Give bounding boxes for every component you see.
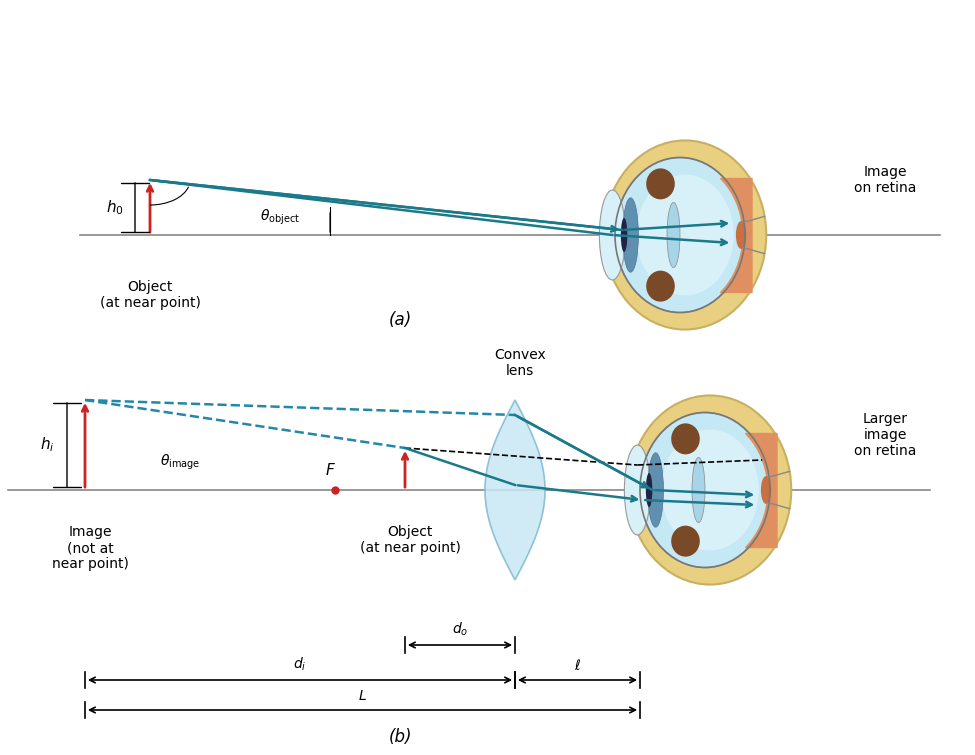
Ellipse shape xyxy=(645,473,652,507)
Ellipse shape xyxy=(646,168,675,199)
Ellipse shape xyxy=(736,221,746,249)
Text: $d_i$: $d_i$ xyxy=(293,655,307,673)
Ellipse shape xyxy=(629,396,792,584)
Text: $L$: $L$ xyxy=(358,689,367,703)
Text: Convex
lens: Convex lens xyxy=(494,348,546,378)
Ellipse shape xyxy=(760,476,771,504)
Ellipse shape xyxy=(661,430,759,550)
Ellipse shape xyxy=(646,270,675,302)
Text: Image
(not at
near point): Image (not at near point) xyxy=(52,525,129,572)
Text: (b): (b) xyxy=(388,728,411,746)
Text: $\ell$: $\ell$ xyxy=(574,658,581,673)
Ellipse shape xyxy=(637,174,734,295)
Ellipse shape xyxy=(671,424,700,455)
Text: Object
(at near point): Object (at near point) xyxy=(99,280,201,310)
Ellipse shape xyxy=(615,158,745,313)
Ellipse shape xyxy=(647,453,663,527)
Ellipse shape xyxy=(621,218,627,252)
Text: $F$: $F$ xyxy=(325,462,335,478)
Polygon shape xyxy=(485,400,545,580)
Ellipse shape xyxy=(604,140,766,329)
Ellipse shape xyxy=(692,458,705,522)
Ellipse shape xyxy=(640,412,770,568)
Ellipse shape xyxy=(671,525,700,556)
Text: Object
(at near point): Object (at near point) xyxy=(360,525,460,555)
Text: $h_i$: $h_i$ xyxy=(40,436,55,455)
Ellipse shape xyxy=(600,190,625,280)
Text: (a): (a) xyxy=(388,311,411,329)
Text: Larger
image
on retina: Larger image on retina xyxy=(854,411,916,458)
Text: $\theta_\mathrm{image}$: $\theta_\mathrm{image}$ xyxy=(160,452,200,472)
Text: $\theta_\mathrm{object}$: $\theta_\mathrm{object}$ xyxy=(260,208,300,227)
Ellipse shape xyxy=(623,198,639,273)
Text: $h_0$: $h_0$ xyxy=(106,198,124,217)
Ellipse shape xyxy=(624,445,650,535)
Text: $d_o$: $d_o$ xyxy=(451,621,468,638)
Text: Image
on retina: Image on retina xyxy=(854,165,916,195)
Ellipse shape xyxy=(667,202,680,267)
